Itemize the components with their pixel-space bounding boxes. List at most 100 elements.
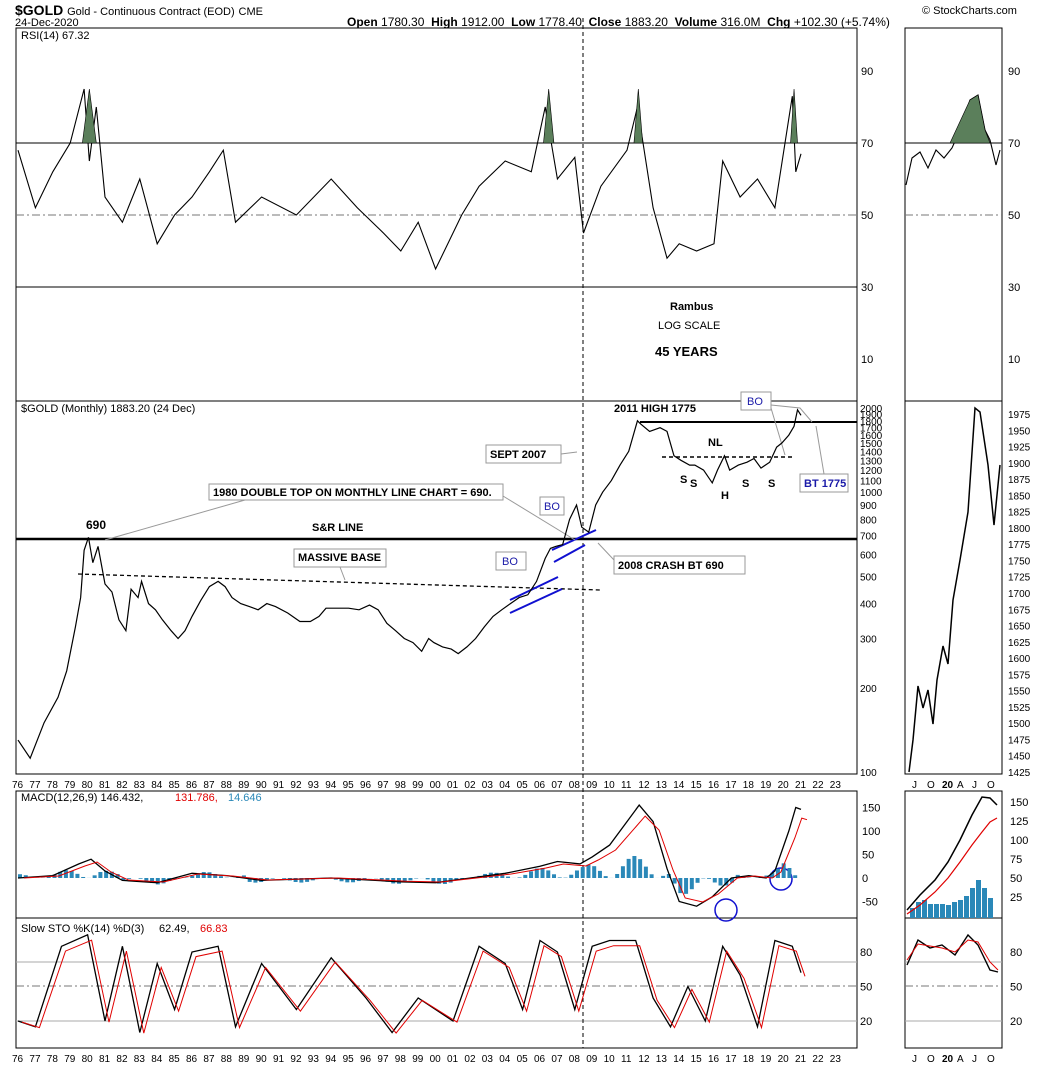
right-sto-tick: 20 bbox=[1010, 1016, 1022, 1028]
year-tick-bottom: 07 bbox=[551, 1054, 563, 1065]
year-tick-bottom: 22 bbox=[812, 1054, 824, 1065]
macd-hist-bar bbox=[707, 878, 712, 879]
macd-hist-bar bbox=[546, 870, 551, 878]
sto-d-line bbox=[21, 939, 806, 1034]
right-month-top: O bbox=[987, 780, 995, 791]
right-price-tick: 1775 bbox=[1008, 540, 1031, 551]
macd-tick: 50 bbox=[862, 850, 874, 862]
right-macd-tick: 50 bbox=[1010, 873, 1022, 885]
price-label: $GOLD (Monthly) 1883.20 (24 Dec) bbox=[21, 403, 195, 415]
price-tick: 300 bbox=[860, 635, 877, 646]
right-month-bottom: J bbox=[972, 1054, 977, 1065]
macd-hist-bar bbox=[305, 878, 310, 882]
right-macd-hist-bar bbox=[988, 898, 993, 918]
right-macd-hist-bar bbox=[982, 888, 987, 918]
macd-hist-bar bbox=[770, 872, 775, 878]
right-macd-tick: 125 bbox=[1010, 816, 1028, 828]
year-tick-bottom: 11 bbox=[621, 1054, 632, 1065]
year-tick-top: 08 bbox=[569, 780, 581, 791]
right-price-tick: 1975 bbox=[1008, 410, 1031, 421]
sr-line-text: S&R LINE bbox=[312, 522, 363, 534]
year-tick-top: 00 bbox=[430, 780, 442, 791]
macd-hist-bar bbox=[437, 878, 442, 884]
year-tick-bottom: 08 bbox=[569, 1054, 581, 1065]
year-tick-bottom: 90 bbox=[256, 1054, 268, 1065]
price-tick: 2000 bbox=[860, 404, 883, 415]
sto-tick: 80 bbox=[860, 947, 872, 959]
macd-hist-bar bbox=[402, 878, 407, 883]
right-macd-tick: 75 bbox=[1010, 854, 1022, 866]
year-tick-bottom: 76 bbox=[12, 1054, 24, 1065]
year-tick-bottom: 96 bbox=[360, 1054, 372, 1065]
right-price-tick: 1425 bbox=[1008, 768, 1031, 779]
year-tick-bottom: 99 bbox=[412, 1054, 424, 1065]
price-tick: 700 bbox=[860, 532, 877, 543]
open-label: Open bbox=[347, 15, 378, 29]
year-tick-bottom: 97 bbox=[377, 1054, 389, 1065]
double-top-pointer-right bbox=[502, 495, 576, 541]
year-tick-top: 14 bbox=[673, 780, 685, 791]
macd-hist-bar bbox=[253, 878, 258, 883]
year-tick-top: 80 bbox=[82, 780, 94, 791]
right-price-tick: 1725 bbox=[1008, 573, 1031, 584]
right-sto-frame bbox=[904, 917, 1003, 1049]
sto-label-b: 62.49, bbox=[159, 923, 190, 935]
close-value: 1883.20 bbox=[624, 15, 668, 29]
sto-label-c: 66.83 bbox=[200, 923, 228, 935]
open-value: 1780.30 bbox=[381, 15, 425, 29]
right-price-tick: 1525 bbox=[1008, 703, 1031, 714]
symbol: $GOLD bbox=[15, 2, 64, 18]
year-tick-top: 99 bbox=[412, 780, 424, 791]
description: Gold - Continuous Contract (EOD) bbox=[67, 6, 235, 18]
rsi-tick: 50 bbox=[861, 210, 873, 222]
macd-hist-bar bbox=[379, 878, 384, 880]
massive-base-pointer bbox=[339, 566, 346, 581]
volume-label: Volume bbox=[674, 15, 718, 29]
right-macd-hist-bar bbox=[976, 880, 981, 918]
year-tick-top: 90 bbox=[256, 780, 268, 791]
massive-base-line bbox=[77, 573, 601, 591]
price-tick: 100 bbox=[860, 768, 877, 779]
s3-text: S bbox=[742, 478, 749, 490]
s2-text: S bbox=[690, 478, 697, 490]
macd-hist-bar bbox=[500, 874, 505, 878]
right-month-bottom: A bbox=[957, 1054, 964, 1065]
year-tick-bottom: 19 bbox=[760, 1054, 772, 1065]
year-tick-bottom: 13 bbox=[656, 1054, 668, 1065]
macd-hist-bar bbox=[523, 874, 528, 878]
bo3-text: BO bbox=[747, 396, 763, 408]
macd-hist-bar bbox=[712, 878, 717, 883]
macd-hist-bar bbox=[793, 875, 798, 878]
year-tick-bottom: 21 bbox=[795, 1054, 807, 1065]
year-tick-bottom: 85 bbox=[169, 1054, 181, 1065]
rsi-line bbox=[17, 88, 802, 271]
price-tick: 400 bbox=[860, 600, 877, 611]
year-tick-top: 01 bbox=[447, 780, 459, 791]
right-price-tick: 1900 bbox=[1008, 459, 1031, 470]
right-month-top: O bbox=[927, 780, 935, 791]
macd-hist-bar bbox=[63, 870, 68, 878]
sto-tick: 50 bbox=[860, 982, 872, 994]
right-price-tick: 1825 bbox=[1008, 508, 1031, 519]
year-tick-bottom: 83 bbox=[134, 1054, 146, 1065]
macd-hist-bar bbox=[684, 878, 689, 894]
macd-hist-bar bbox=[218, 876, 223, 878]
right-price-tick: 1800 bbox=[1008, 524, 1031, 535]
year-tick-bottom: 92 bbox=[290, 1054, 302, 1065]
massive-base-text: MASSIVE BASE bbox=[298, 552, 381, 564]
macd-hist-bar bbox=[144, 878, 149, 881]
macd-tick: 100 bbox=[862, 826, 880, 838]
macd-hist-bar bbox=[460, 878, 465, 879]
right-macd-frame bbox=[904, 790, 1003, 919]
right-rsi-fill bbox=[949, 94, 991, 144]
year-tick-top: 78 bbox=[47, 780, 59, 791]
macd-hist-bar bbox=[718, 878, 723, 886]
year-tick-top: 89 bbox=[238, 780, 250, 791]
year-tick-top: 97 bbox=[377, 780, 389, 791]
year-tick-top: 13 bbox=[656, 780, 668, 791]
bo-line-2b bbox=[553, 544, 586, 563]
macd-hist-bar bbox=[724, 878, 729, 886]
year-tick-top: 98 bbox=[395, 780, 407, 791]
macd-hist-bar bbox=[569, 874, 574, 878]
right-rsi-tick: 90 bbox=[1008, 66, 1020, 78]
